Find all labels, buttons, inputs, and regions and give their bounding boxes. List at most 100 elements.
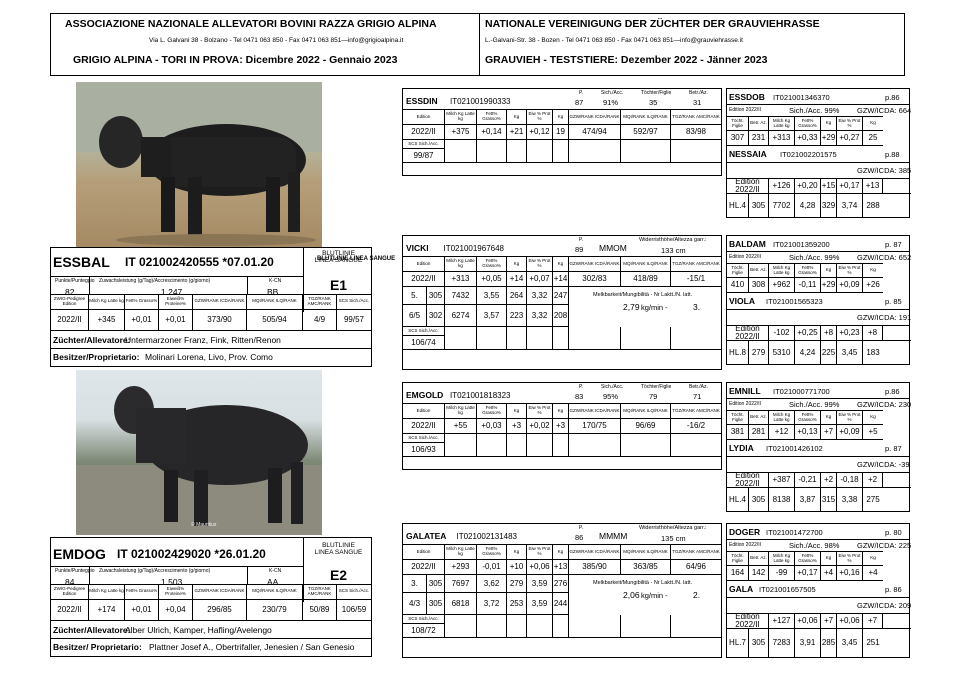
vicki-lact-1-6: 208 xyxy=(553,305,569,327)
essdin-betr-label: Betr./Az. xyxy=(689,90,708,96)
dam-edition-1: Edition 2022/II xyxy=(727,325,769,341)
sire-cell-1-5: +0,09 xyxy=(837,278,863,293)
vicki-wider-label: Widerristhöhe/Altezza garr.: xyxy=(639,237,707,243)
essdin-hdr-7: MQI/RANK ILQ/RANK xyxy=(621,109,671,125)
vicki-empty-8 xyxy=(671,327,721,350)
dam-name-2: LYDIA xyxy=(729,443,754,453)
sire-hdr-0-6: Kg xyxy=(863,116,883,131)
essdin-betr: 31 xyxy=(693,98,702,107)
essbal-cell-5: 505/94 xyxy=(247,310,303,330)
page-title-it: GRIGIO ALPINA - TORI IN PROVA: Dicembre … xyxy=(73,54,398,66)
sire-name-1: BALDAM xyxy=(729,239,766,249)
vicki-lact-0-6: 247 xyxy=(553,287,569,305)
galatea-scs-label: SCS Sich./Acc. xyxy=(403,615,445,624)
sire-cell-1-1: 308 xyxy=(749,278,769,293)
essdin-hdr-4: Eiw % Prot % xyxy=(527,109,553,125)
sire-hdr-1-3: Fett% Grasso% xyxy=(795,263,821,278)
sire-hdr-3-3: Fett% Grasso% xyxy=(795,551,821,566)
essbal-hdr-mqi: MQI/RANK ILQ/RANK xyxy=(247,294,303,310)
dam-hl-1-0: HL.8 xyxy=(727,341,749,364)
photo-credit: © Mauritius xyxy=(191,522,217,528)
vicki-empty-4 xyxy=(527,327,553,350)
galatea-wider-label: Widerristhöhe/Altezza garr.: xyxy=(639,525,707,531)
sire-cell-3-5: +0,16 xyxy=(837,566,863,581)
sire-edition-0: Edition 2022/II xyxy=(729,107,761,113)
vicki-mm: MMOM xyxy=(599,243,627,253)
galatea-lact-1-2: 6818 xyxy=(445,593,477,615)
sire-p-3: p. 80 xyxy=(885,528,902,537)
emgold-scs-label: SCS Sich./Acc. xyxy=(403,434,445,443)
sire-hdr-2-2: Milch Kg Latte kg xyxy=(769,410,795,425)
galatea-nr: 2. xyxy=(693,590,701,600)
emgold-hdr-3: Kg xyxy=(507,403,527,419)
sire-hdr-3-6: Kg xyxy=(863,551,883,566)
essbal-hdr-zwig: ZWIG-Pedigree Edition xyxy=(51,294,89,310)
dam-hl-0-0: HL.4 xyxy=(727,194,749,217)
dam-id-2: IT021001426102 xyxy=(766,444,823,453)
dam-hl-3-6: 251 xyxy=(866,638,880,647)
address-it: Via L. Galvani 38 - Bolzano - Tel 0471 0… xyxy=(149,37,404,44)
galatea-hdr-2: Fett% Grasso% xyxy=(477,544,507,560)
vicki-scs: 106/74 xyxy=(403,336,445,350)
emgold-cell-2: +0,03 xyxy=(477,419,507,434)
vicki-lact-0-5: 3,32 xyxy=(527,287,553,305)
galatea-cell-7: 363/85 xyxy=(621,560,671,575)
sire-hdr-0-5: Eiw % Prot % xyxy=(837,116,863,131)
vicki-empty-5 xyxy=(553,327,569,350)
dam-ed-0-5: +13 xyxy=(863,179,883,194)
dam-hl-1-1: 279 xyxy=(749,341,769,364)
dam-ed-2-3: +2 xyxy=(821,473,837,488)
dam-ed-empty-3 xyxy=(883,614,911,629)
dam-ed-1-4: +0,23 xyxy=(837,326,863,341)
essdin-cell-7: 592/97 xyxy=(621,125,671,140)
emgold-p-label: P. xyxy=(579,384,584,390)
emdog-hdr-mqi: MQI/RANK ILQ/RANK xyxy=(247,584,303,600)
essdin-empty-8 xyxy=(671,140,721,163)
emdog-bloodline: E2 xyxy=(329,567,348,583)
vicki-lact-1-2: 6274 xyxy=(445,305,477,327)
emdog-cell-6: 50/89 xyxy=(303,600,337,620)
essdin-empty-4 xyxy=(527,140,553,163)
sire-gzw-3: GZW/ICDA: 225 xyxy=(857,541,912,550)
sire-hdr-1-1: Betr. Az. xyxy=(749,263,769,278)
sire-hdr-2-1: Betr. Az. xyxy=(749,410,769,425)
sire-id-0: IT021001346370 xyxy=(773,93,830,102)
galatea-hdr-3: Kg xyxy=(507,544,527,560)
dam-id-0: IT021002201575 xyxy=(780,150,837,159)
emgold-tochter: 79 xyxy=(649,392,658,401)
emdog-hdr-scs: SCS Sich./Acc. xyxy=(337,584,371,600)
essbal-name: ESSBAL xyxy=(53,254,110,270)
sire-id-1: IT021001359200 xyxy=(773,240,830,249)
galatea-kgmin: kg/min - xyxy=(641,591,668,600)
dam-hl-2-4: 315 xyxy=(821,488,837,511)
essdin-cell-1: +375 xyxy=(445,125,477,140)
emgold-cell-4: +0,02 xyxy=(527,419,553,434)
sire-cell-3-6: +4 xyxy=(863,566,883,581)
dam-hl-2-1: 305 xyxy=(749,488,769,511)
dam-ed-1-2: +0,25 xyxy=(795,326,821,341)
sire-cell-3-3: +0,17 xyxy=(795,566,821,581)
sire-hdr-3-4: Kg xyxy=(821,551,837,566)
dam-ed-1-1: -102 xyxy=(769,326,795,341)
sire-hdr-3-5: Eiw % Prot % xyxy=(837,551,863,566)
vicki-cell-5: +14 xyxy=(553,272,569,287)
sire-hdr-2-3: Fett% Grasso% xyxy=(795,410,821,425)
emgold-empty-5 xyxy=(553,434,569,457)
pedigree-card-1: BALDAM IT021001359200 p. 87 Edition 2022/II… xyxy=(726,235,911,365)
emgold-hdr-7: MQI/RANK ILQ/RANK xyxy=(621,403,671,419)
emgold-cell-1: +55 xyxy=(445,419,477,434)
emgold-hdr-0: Edition xyxy=(403,403,445,419)
sire-sich-0: Sich./Acc. 99% xyxy=(789,106,840,115)
galatea-lact-1-6: 244 xyxy=(553,593,569,615)
dam-name-1: VIOLA xyxy=(729,296,755,306)
galatea-hdr-5: Kg xyxy=(553,544,569,560)
emdog-punkte: 84 xyxy=(65,577,75,587)
essbal-blut-label: BLUTLINIE LINEA SANGUE xyxy=(317,256,396,262)
emdog-name: EMDOG xyxy=(53,546,106,562)
emgold-sich-label: Sich./Acc. xyxy=(601,384,624,390)
essdin-cell-2: +0,14 xyxy=(477,125,507,140)
vicki-lact-1-3: 3,57 xyxy=(477,305,507,327)
galatea-lact-0-3: 3,62 xyxy=(477,575,507,593)
essbal-id: IT 021002420555 *07.01.20 xyxy=(125,255,274,269)
emdog-photo: © Mauritius xyxy=(76,370,322,535)
